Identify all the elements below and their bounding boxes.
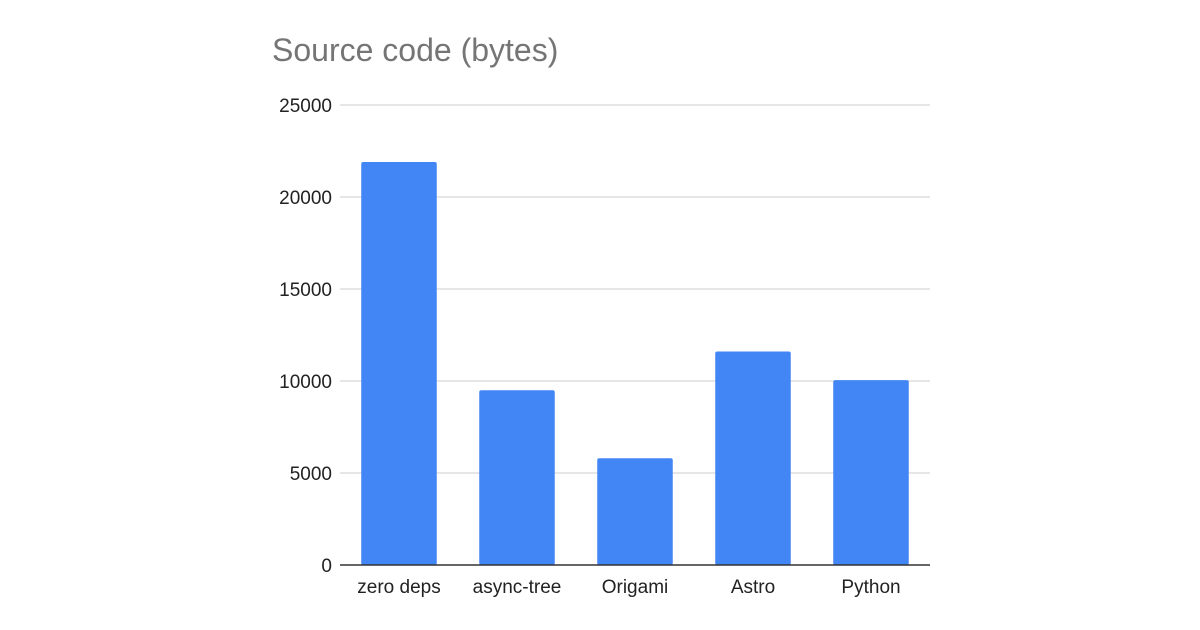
chart-title: Source code (bytes) (272, 32, 559, 68)
x-tick-label: Astro (731, 577, 775, 598)
bar-astro (715, 351, 791, 565)
bar-python (833, 380, 909, 565)
y-tick-label: 15000 (279, 280, 332, 301)
bar-async-tree (479, 390, 555, 565)
bar-zero-deps (361, 162, 437, 566)
x-tick-label: zero deps (357, 577, 440, 598)
bars (361, 162, 909, 566)
x-tick-label: async-tree (473, 577, 562, 598)
gridlines (340, 104, 930, 474)
y-tick-label: 0 (321, 556, 332, 577)
y-axis-ticks: 0 5000 10000 15000 20000 25000 (279, 96, 332, 577)
bar-origami (597, 458, 673, 565)
y-tick-label: 10000 (279, 372, 332, 393)
y-tick-label: 5000 (290, 464, 332, 485)
x-tick-label: Python (841, 577, 900, 598)
y-tick-label: 20000 (279, 188, 332, 209)
x-axis-ticks: zero deps async-tree Origami Astro Python (357, 577, 900, 598)
x-tick-label: Origami (602, 577, 669, 598)
y-tick-label: 25000 (279, 96, 332, 117)
